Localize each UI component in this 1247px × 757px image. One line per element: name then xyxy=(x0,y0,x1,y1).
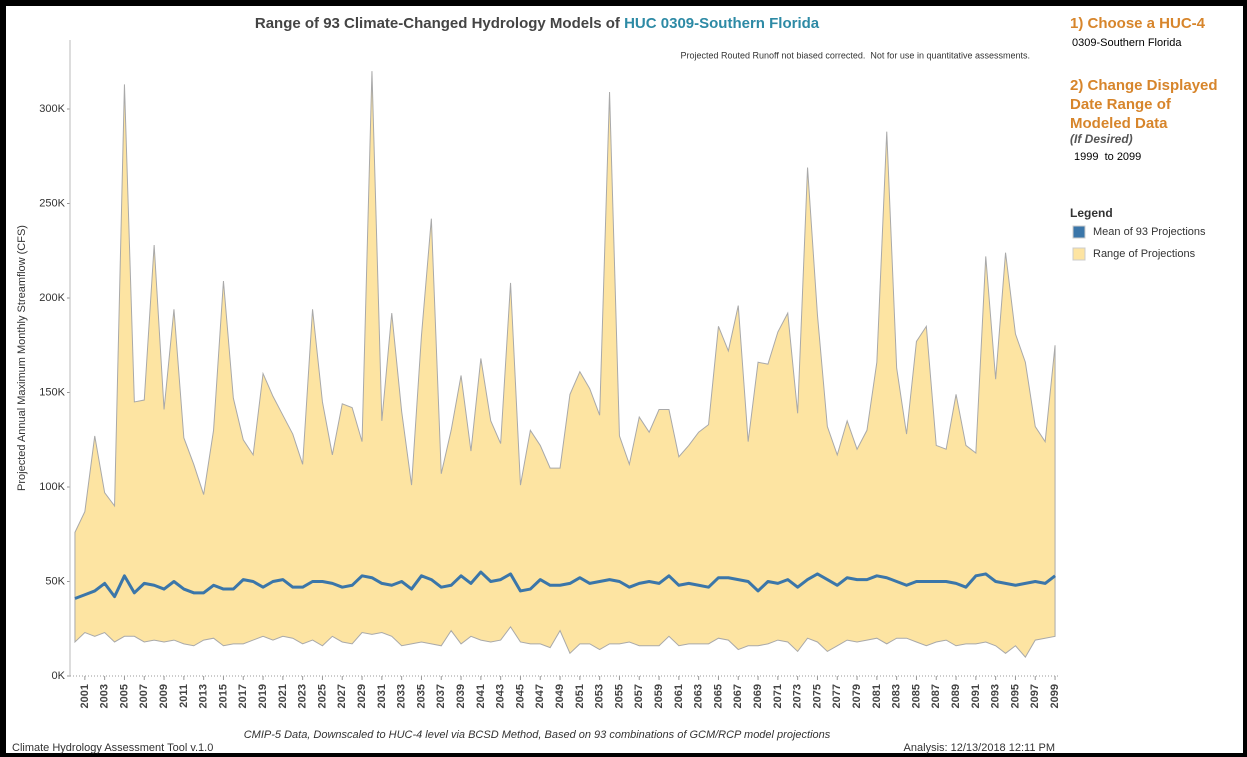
x-tick-label: 2073 xyxy=(792,684,804,708)
tool-name: Climate Hydrology Assessment Tool v.1.0 xyxy=(12,742,213,754)
y-tick-label: 0K xyxy=(52,670,66,682)
step1: 1) Choose a HUC-4 xyxy=(1070,15,1206,32)
x-tick-label: 2023 xyxy=(297,684,309,708)
x-tick-label: 2015 xyxy=(217,684,229,708)
y-axis-label: Projected Annual Maximum Monthly Streamf… xyxy=(16,225,28,491)
x-tick-label: 2035 xyxy=(415,684,427,708)
x-tick-label: 2061 xyxy=(673,684,685,708)
x-tick-label: 2001 xyxy=(79,684,91,708)
y-tick-label: 300K xyxy=(39,103,65,115)
x-tick-label: 2047 xyxy=(534,684,546,708)
analysis-date: Analysis: 12/13/2018 12:11 PM xyxy=(904,742,1055,754)
x-tick-label: 2019 xyxy=(257,684,269,708)
x-tick-label: 2009 xyxy=(158,684,170,708)
x-tick-label: 2097 xyxy=(1029,684,1041,708)
x-tick-label: 2095 xyxy=(1009,684,1021,708)
x-tick-label: 2011 xyxy=(178,684,190,708)
x-tick-label: 2025 xyxy=(316,684,328,708)
x-tick-label: 2049 xyxy=(554,684,566,708)
x-tick-label: 2067 xyxy=(732,684,744,708)
x-tick-label: 2069 xyxy=(752,684,764,708)
x-tick-label: 2043 xyxy=(495,684,507,708)
step2: 2) Change Displayed xyxy=(1070,77,1218,94)
x-tick-label: 2077 xyxy=(831,684,843,708)
title-highlight: HUC 0309-Southern Florida xyxy=(624,15,820,32)
y-tick-label: 150K xyxy=(39,386,65,398)
legend-title: Legend xyxy=(1070,206,1113,220)
range-area xyxy=(74,71,1056,658)
huc-select[interactable]: 0309-Southern Florida xyxy=(1072,37,1182,49)
x-tick-label: 2027 xyxy=(336,684,348,708)
x-tick-label: 2021 xyxy=(277,684,289,708)
x-tick-label: 2013 xyxy=(198,684,210,708)
x-tick-label: 2051 xyxy=(574,684,586,708)
x-tick-label: 2055 xyxy=(613,684,625,708)
mean-line xyxy=(74,570,1056,600)
legend-label: Mean of 93 Projections xyxy=(1093,226,1206,238)
chart-title: Range of 93 Climate-Changed Hydrology Mo… xyxy=(255,15,820,32)
caption: CMIP-5 Data, Downscaled to HUC-4 level v… xyxy=(244,729,831,741)
x-tick-label: 2083 xyxy=(891,684,903,708)
legend-label: Range of Projections xyxy=(1093,248,1196,260)
x-tick-label: 2007 xyxy=(138,684,150,708)
x-tick-label: 2081 xyxy=(871,684,883,708)
x-tick-label: 2039 xyxy=(455,684,467,708)
x-tick-label: 2099 xyxy=(1049,684,1061,708)
x-tick-label: 2003 xyxy=(99,684,111,708)
x-tick-label: 2045 xyxy=(514,684,526,708)
y-tick-label: 100K xyxy=(39,481,65,493)
x-tick-label: 2063 xyxy=(693,684,705,708)
title-text: Range of 93 Climate-Changed Hydrology Mo… xyxy=(255,15,624,32)
x-tick-label: 2005 xyxy=(118,684,130,708)
if-desired: (If Desired) xyxy=(1070,132,1133,146)
legend-swatch xyxy=(1072,225,1086,239)
date-range[interactable]: 1999 to 2099 xyxy=(1074,151,1141,163)
x-tick-label: 2087 xyxy=(930,684,942,708)
x-tick-label: 2029 xyxy=(356,684,368,708)
x-tick-label: 2031 xyxy=(376,684,388,708)
x-tick-label: 2037 xyxy=(435,684,447,708)
x-tick-label: 2065 xyxy=(712,684,724,708)
x-tick-label: 2053 xyxy=(594,684,606,708)
x-tick-label: 2017 xyxy=(237,684,249,708)
y-tick-label: 50K xyxy=(45,575,65,587)
legend-swatch xyxy=(1072,247,1086,261)
x-tick-label: 2091 xyxy=(970,684,982,708)
x-tick-label: 2079 xyxy=(851,684,863,708)
x-tick-label: 2041 xyxy=(475,684,487,708)
x-tick-label: 2057 xyxy=(633,684,645,708)
x-tick-label: 2089 xyxy=(950,684,962,708)
note: Projected Routed Runoff not biased corre… xyxy=(680,50,1030,60)
x-tick-label: 2071 xyxy=(772,684,784,708)
y-tick-label: 200K xyxy=(39,292,65,304)
y-tick-label: 250K xyxy=(39,197,65,209)
x-tick-label: 2075 xyxy=(811,684,823,708)
x-tick-label: 2093 xyxy=(990,684,1002,708)
step2: Modeled Data xyxy=(1070,115,1168,132)
x-tick-label: 2033 xyxy=(396,684,408,708)
x-tick-label: 2085 xyxy=(910,684,922,708)
x-tick-label: 2059 xyxy=(653,684,665,708)
step2: Date Range of xyxy=(1070,96,1172,113)
